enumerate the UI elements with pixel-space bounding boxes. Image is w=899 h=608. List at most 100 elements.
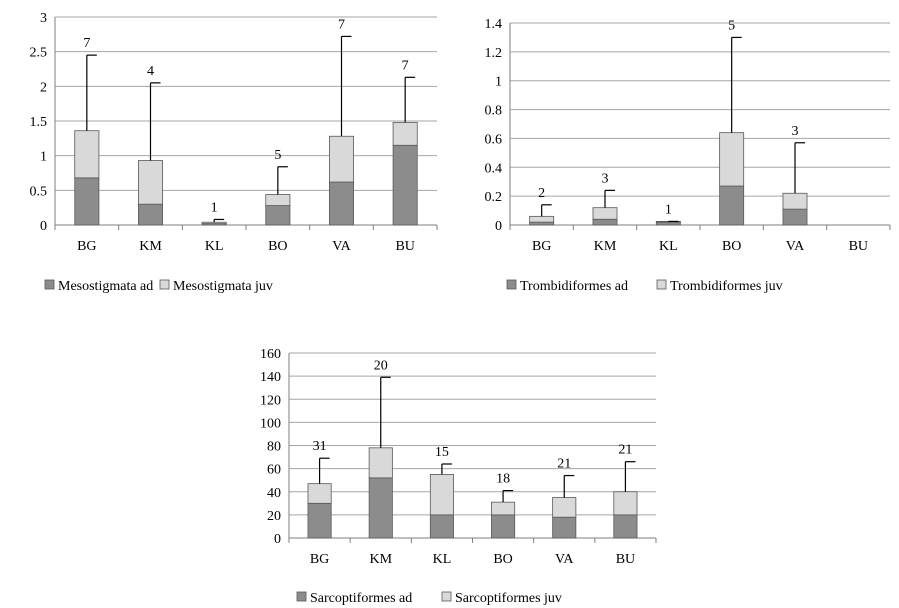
chart2-bar-km-ad xyxy=(592,218,618,226)
chart1-category-label: BU xyxy=(395,239,414,254)
chart1-category-label: VA xyxy=(332,239,351,254)
chart2-bar-va-juv xyxy=(782,192,808,210)
chart2-data-label: 5 xyxy=(728,18,735,33)
chart3-y-tick-label: 0 xyxy=(274,532,281,547)
chart2-data-label: 1 xyxy=(665,202,672,217)
chart2-category-label: BU xyxy=(849,239,868,254)
chart3-bar-kl-ad xyxy=(429,514,454,539)
chart1-y-tick-label: 3 xyxy=(40,11,47,26)
chart3-category-label: BU xyxy=(616,552,635,567)
chart1-data-label: 7 xyxy=(83,36,90,51)
chart2-bar-bo-juv xyxy=(719,132,745,187)
chart1-legend-label-juv: Mesostigmata juv xyxy=(173,279,273,294)
chart1-y-tick-label: 2 xyxy=(40,80,47,95)
chart3-data-label: 21 xyxy=(557,457,571,472)
chart3-category-label: BO xyxy=(493,552,512,567)
chart3-y-tick-label: 40 xyxy=(267,486,281,501)
chart2-y-tick-label: 1.4 xyxy=(485,17,503,32)
chart2-y-tick-label: 0.2 xyxy=(485,190,503,205)
chart1-y-tick-label: 1 xyxy=(40,150,47,165)
chart2-legend-label-ad: Trombidiformes ad xyxy=(520,279,628,294)
chart3-bar-bu-ad xyxy=(613,514,638,539)
chart1-data-label: 7 xyxy=(402,58,409,73)
chart3-legend-swatch-juv xyxy=(441,591,452,602)
chart1-y-tick-label: 1.5 xyxy=(30,115,48,130)
chart1-bar-km-juv xyxy=(138,160,163,205)
chart2-bar-km-juv xyxy=(592,207,618,220)
chart1-legend-swatch-ad xyxy=(44,279,55,290)
chart3-category-label: VA xyxy=(555,552,574,567)
chart3-bar-bg-juv xyxy=(307,483,332,504)
chart1-category-label: BO xyxy=(268,239,287,254)
chart2-category-label: KM xyxy=(594,239,617,254)
chart2-bar-bg-juv xyxy=(529,215,555,223)
chart3-y-tick-label: 100 xyxy=(260,416,281,431)
chart3-y-tick-label: 140 xyxy=(260,370,281,385)
chart1-category-label: KL xyxy=(205,239,224,254)
chart3-category-label: KM xyxy=(369,552,392,567)
chart3-bar-kl-juv xyxy=(429,474,454,516)
chart2-category-label: BO xyxy=(722,239,741,254)
chart1-bar-bg-juv xyxy=(74,130,100,179)
chart2-data-label: 3 xyxy=(792,124,799,139)
chart2-y-tick-label: 0.8 xyxy=(485,104,503,119)
chart3-bar-bg-ad xyxy=(307,502,332,539)
chart3-legend-label-ad: Sarcoptiformes ad xyxy=(310,591,412,606)
chart3-bar-va-ad xyxy=(552,516,577,539)
chart2-data-label: 2 xyxy=(538,186,545,201)
chart1-y-tick-label: 0 xyxy=(40,219,47,234)
chart1-bar-kl-juv xyxy=(201,221,227,225)
chart2-legend-swatch-ad xyxy=(506,279,517,290)
chart1-legend-label-ad: Mesostigmata ad xyxy=(58,279,153,294)
chart2-data-label: 3 xyxy=(602,171,609,186)
chart3-data-label: 21 xyxy=(618,443,632,458)
chart1-category-label: KM xyxy=(139,239,162,254)
chart1-category-label: BG xyxy=(77,239,96,254)
chart3-bar-bu-juv xyxy=(613,491,638,516)
chart2-legend-label-juv: Trombidiformes juv xyxy=(670,279,783,294)
chart1-bar-bo-juv xyxy=(265,194,291,206)
chart1-bar-bg-ad xyxy=(74,177,100,226)
chart2-bar-bg-ad xyxy=(529,221,555,226)
chart2-y-tick-label: 0 xyxy=(495,219,502,234)
chart3-data-label: 18 xyxy=(496,472,510,487)
chart1-bar-va-juv xyxy=(329,135,354,183)
chart1-data-label: 7 xyxy=(338,17,345,32)
chart2-category-label: VA xyxy=(786,239,805,254)
chart1-bar-bu-juv xyxy=(392,121,418,146)
chart3-y-tick-label: 80 xyxy=(267,440,281,455)
chart2-legend-swatch-juv xyxy=(656,279,667,290)
chart2-category-label: BG xyxy=(532,239,551,254)
chart3-bar-bo-ad xyxy=(491,514,516,539)
chart2-y-tick-label: 0.6 xyxy=(485,132,503,147)
chart3-bar-va-juv xyxy=(552,497,577,518)
chart2-bar-va-ad xyxy=(782,208,808,226)
chart3-category-label: BG xyxy=(310,552,329,567)
chart3-bar-km-ad xyxy=(368,477,393,539)
chart1-bar-bu-ad xyxy=(392,144,418,226)
chart3-legend-swatch-ad xyxy=(296,591,307,602)
chart1-bar-bo-ad xyxy=(265,205,291,226)
chart3-y-tick-label: 120 xyxy=(260,393,281,408)
chart2-bar-bo-ad xyxy=(719,185,745,226)
chart3-y-tick-label: 160 xyxy=(260,347,281,362)
chart3-data-label: 15 xyxy=(435,445,449,460)
chart1-data-label: 4 xyxy=(147,64,154,79)
chart3-y-tick-label: 20 xyxy=(267,509,281,524)
chart1-legend-swatch-juv xyxy=(159,279,170,290)
chart1-y-tick-label: 0.5 xyxy=(30,184,48,199)
chart1-data-label: 5 xyxy=(274,148,281,163)
chart3-bar-km-juv xyxy=(368,447,393,479)
chart2-y-tick-label: 0.4 xyxy=(485,161,503,176)
chart1-bar-km-ad xyxy=(138,203,163,226)
chart1-bar-va-ad xyxy=(329,181,354,226)
chart3-category-label: KL xyxy=(433,552,452,567)
chart3-y-tick-label: 60 xyxy=(267,463,281,478)
chart3-data-label: 20 xyxy=(374,358,388,373)
chart2-category-label: KL xyxy=(659,239,678,254)
chart2-y-tick-label: 1.2 xyxy=(485,46,503,61)
chart3-legend-label-juv: Sarcoptiformes juv xyxy=(455,591,562,606)
chart2-y-tick-label: 1 xyxy=(495,75,502,90)
chart3-bar-bo-juv xyxy=(491,501,516,516)
